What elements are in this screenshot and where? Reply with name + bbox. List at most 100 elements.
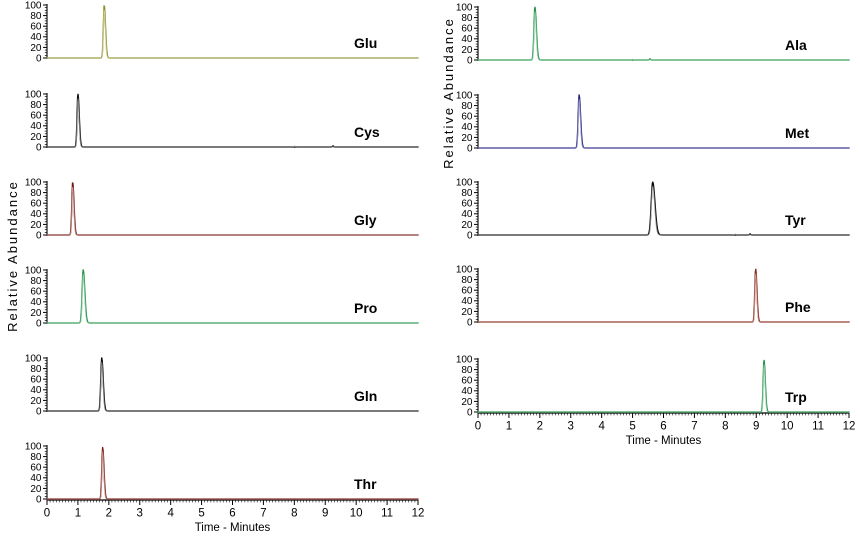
svg-text:8: 8 (722, 421, 728, 433)
series-label-glu: Glu (354, 35, 377, 51)
svg-text:2: 2 (537, 421, 543, 433)
svg-text:6: 6 (229, 508, 235, 520)
svg-text:7: 7 (691, 421, 697, 433)
trace-thr (46, 446, 419, 500)
svg-text:20: 20 (30, 396, 42, 407)
svg-text:40: 40 (30, 32, 42, 43)
svg-text:100: 100 (25, 177, 42, 188)
svg-text:20: 20 (30, 220, 42, 231)
svg-text:80: 80 (461, 101, 473, 112)
svg-text:Thr: Thr (354, 476, 377, 492)
right-chromatogram-column: 100806040200Ala100806040200Met1008060402… (456, 2, 856, 447)
trace-glu (46, 5, 419, 59)
svg-text:11: 11 (812, 421, 824, 433)
svg-text:20: 20 (30, 484, 42, 495)
series-label-pro: Pro (354, 300, 377, 316)
trace-pro (46, 269, 419, 324)
svg-text:0: 0 (36, 406, 42, 417)
svg-text:6: 6 (660, 421, 666, 433)
svg-text:80: 80 (461, 275, 473, 286)
svg-text:0: 0 (467, 230, 473, 241)
svg-text:80: 80 (30, 364, 42, 375)
svg-text:20: 20 (461, 307, 473, 318)
svg-text:60: 60 (461, 376, 473, 387)
svg-text:60: 60 (30, 375, 42, 386)
svg-text:80: 80 (30, 188, 42, 199)
svg-text:60: 60 (461, 286, 473, 297)
svg-text:0: 0 (467, 317, 473, 328)
svg-text:0: 0 (36, 53, 42, 64)
svg-text:40: 40 (461, 386, 473, 397)
svg-text:60: 60 (461, 24, 473, 35)
svg-text:0: 0 (36, 494, 42, 505)
svg-text:100: 100 (25, 441, 42, 452)
svg-text:0: 0 (44, 508, 50, 520)
svg-text:100: 100 (25, 89, 42, 100)
series-label-trp: Trp (785, 389, 807, 405)
svg-text:Phe: Phe (785, 299, 811, 315)
svg-text:8: 8 (291, 508, 297, 520)
svg-text:Met: Met (785, 125, 809, 141)
svg-text:0: 0 (36, 318, 42, 329)
svg-text:80: 80 (30, 452, 42, 463)
trace-ala (477, 6, 850, 61)
left-chromatogram-column: 100806040200Glu100806040200Cys1008060402… (25, 0, 425, 534)
svg-text:80: 80 (30, 276, 42, 287)
svg-text:Trp: Trp (785, 389, 807, 405)
svg-text:40: 40 (30, 473, 42, 484)
svg-text:40: 40 (461, 34, 473, 45)
svg-text:0: 0 (36, 230, 42, 241)
trace-gln (46, 357, 419, 412)
svg-text:Tyr: Tyr (785, 212, 806, 228)
svg-text:12: 12 (412, 508, 425, 520)
svg-text:20: 20 (461, 220, 473, 231)
series-label-cys: Cys (354, 124, 380, 140)
svg-text:100: 100 (456, 177, 473, 188)
svg-text:40: 40 (30, 297, 42, 308)
x-axis-title: Time - Minutes (195, 522, 271, 534)
svg-text:60: 60 (30, 199, 42, 210)
series-label-tyr: Tyr (785, 212, 806, 228)
svg-text:20: 20 (30, 43, 42, 54)
svg-text:40: 40 (30, 209, 42, 220)
series-label-phe: Phe (785, 299, 811, 315)
svg-text:40: 40 (30, 121, 42, 132)
trace-trp (477, 359, 850, 413)
svg-text:100: 100 (456, 2, 473, 13)
svg-text:100: 100 (456, 90, 473, 101)
svg-text:100: 100 (25, 265, 42, 276)
x-axis-title: Time - Minutes (626, 435, 702, 447)
svg-text:Gln: Gln (354, 388, 377, 404)
svg-text:20: 20 (461, 45, 473, 56)
svg-text:10: 10 (781, 421, 794, 433)
svg-text:80: 80 (461, 365, 473, 376)
svg-text:1: 1 (75, 508, 81, 520)
svg-text:40: 40 (461, 209, 473, 220)
series-label-gly: Gly (354, 212, 377, 228)
svg-text:40: 40 (461, 296, 473, 307)
svg-text:5: 5 (629, 421, 635, 433)
svg-text:11: 11 (381, 508, 393, 520)
svg-text:12: 12 (843, 421, 856, 433)
x-axis: 0 1 2 3 4 5 6 7 8 9 10 11 12 (475, 412, 856, 433)
series-label-thr: Thr (354, 476, 377, 492)
y-axis-title-left: Relative Abundance (5, 180, 20, 332)
svg-text:60: 60 (30, 22, 42, 33)
series-label-ala: Ala (785, 37, 807, 53)
svg-text:0: 0 (467, 407, 473, 418)
svg-text:Glu: Glu (354, 35, 377, 51)
